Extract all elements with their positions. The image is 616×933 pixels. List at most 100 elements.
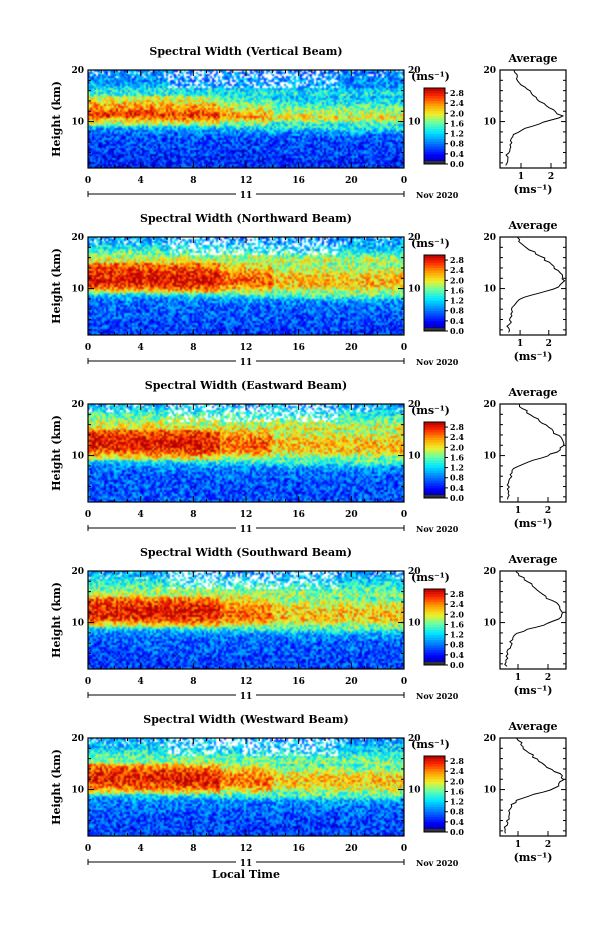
colorbar-segment (424, 265, 445, 269)
avg-y-tick-label: 20 (483, 66, 496, 76)
x-tick-label: 16 (292, 844, 305, 854)
average-profile-line (504, 571, 564, 667)
colorbar-tick-label: 0.0 (450, 827, 464, 837)
x-tick-label: 0 (85, 343, 91, 353)
panel-title: Spectral Width (Northward Beam) (140, 212, 352, 225)
colorbar-segment (424, 434, 445, 438)
colorbar-frame (423, 421, 446, 499)
y-tick-label: 20 (71, 734, 84, 744)
colorbar-segment (424, 639, 445, 643)
day-label-bg (236, 856, 256, 867)
x-tick-label: 8 (190, 343, 196, 353)
y-tick-label: 20 (71, 567, 84, 577)
date-label: Nov 2020 (416, 190, 459, 200)
colorbar-tick-label: 0.8 (450, 306, 464, 316)
colorbar-segment (424, 794, 445, 797)
x-tick-label: 8 (190, 677, 196, 687)
colorbar-segment (424, 452, 445, 456)
colorbar-segment (424, 771, 445, 775)
colorbar-segment (424, 485, 445, 489)
colorbar-segment (424, 275, 445, 279)
colorbar-segment (424, 487, 445, 491)
colorbar-segment (424, 123, 445, 127)
colorbar-segment (424, 444, 445, 448)
avg-x-tick-label: 1 (515, 506, 521, 516)
heatmap-image (88, 237, 404, 335)
y-tick-label: 10 (71, 786, 84, 796)
colorbar-segment (424, 644, 445, 648)
colorbar-segment (424, 315, 445, 319)
heatmap-image (88, 70, 404, 168)
colorbar-segment (424, 449, 445, 453)
x-tick-label: 4 (138, 677, 144, 687)
colorbar-segment (424, 604, 445, 608)
colorbar-segment (424, 262, 445, 266)
colorbar-segment (424, 118, 445, 122)
colorbar-tick-label: 2.0 (450, 442, 464, 452)
colorbar-tick-label: 0.0 (450, 159, 464, 169)
x-tick-label: 20 (345, 677, 358, 687)
colorbar-tick-label: 2.4 (450, 98, 464, 108)
y-tick-label-right: 20 (408, 567, 421, 577)
colorbar-floor (424, 328, 445, 331)
colorbar-tick-label: 2.8 (450, 88, 464, 98)
colorbar-segment (424, 761, 445, 764)
colorbar-segment (424, 120, 445, 124)
colorbar-segment (424, 490, 445, 494)
colorbar-segment (424, 325, 445, 329)
colorbar-segment (424, 788, 445, 792)
y-axis-label: Height (km) (50, 248, 63, 324)
average-xlabel: (ms⁻¹) (514, 350, 553, 363)
x-tick-label: 12 (240, 677, 253, 687)
colorbar-segment (424, 642, 445, 646)
colorbar-segment (424, 285, 445, 289)
colorbar-unit: (ms⁻¹) (411, 571, 450, 584)
colorbar-segment (424, 272, 445, 276)
colorbar-segment (424, 110, 445, 114)
colorbar-tick-label: 0.0 (450, 660, 464, 670)
colorbar-segment (424, 811, 445, 815)
colorbar-tick-label: 0.8 (450, 807, 464, 817)
average-title: Average (507, 386, 557, 399)
heatmap-image (88, 738, 404, 836)
average-xlabel: (ms⁻¹) (514, 851, 553, 864)
colorbar-segment (424, 300, 445, 304)
colorbar-tick-label: 0.4 (450, 483, 464, 493)
date-label: Nov 2020 (416, 357, 459, 367)
heatmap-image (88, 571, 404, 669)
colorbar-segment (424, 447, 445, 451)
colorbar-segment (424, 260, 445, 263)
colorbar-segment (424, 429, 445, 433)
colorbar-floor (424, 161, 445, 164)
x-tick-label: 4 (138, 176, 144, 186)
y-tick-label-right: 10 (408, 118, 421, 128)
colorbar-segment (424, 627, 445, 630)
x-axis-label: Local Time (212, 868, 280, 881)
colorbar-tick-label: 2.4 (450, 265, 464, 275)
colorbar-unit: (ms⁻¹) (411, 70, 450, 83)
colorbar-tick-label: 1.6 (450, 118, 464, 128)
colorbar-segment (424, 290, 445, 294)
x-tick-label: 8 (190, 176, 196, 186)
avg-x-tick-label: 1 (515, 673, 521, 683)
average-xlabel: (ms⁻¹) (514, 183, 553, 196)
colorbar-segment (424, 103, 445, 107)
colorbar-segment (424, 310, 445, 314)
colorbar-segment (424, 778, 445, 782)
colorbar-segment (424, 819, 445, 823)
avg-y-tick-label: 10 (483, 285, 496, 295)
colorbar-segment (424, 318, 445, 322)
day-label: 11 (240, 692, 253, 702)
colorbar-segment (424, 293, 445, 296)
colorbar-segment (424, 108, 445, 112)
colorbar-segment (424, 267, 445, 271)
colorbar-frame (423, 254, 446, 332)
colorbar-segment (424, 255, 445, 258)
colorbar-segment (424, 809, 445, 813)
colorbar-segment (424, 287, 445, 291)
panel-title: Spectral Width (Westward Beam) (143, 713, 348, 726)
y-tick-label-right: 10 (408, 619, 421, 629)
